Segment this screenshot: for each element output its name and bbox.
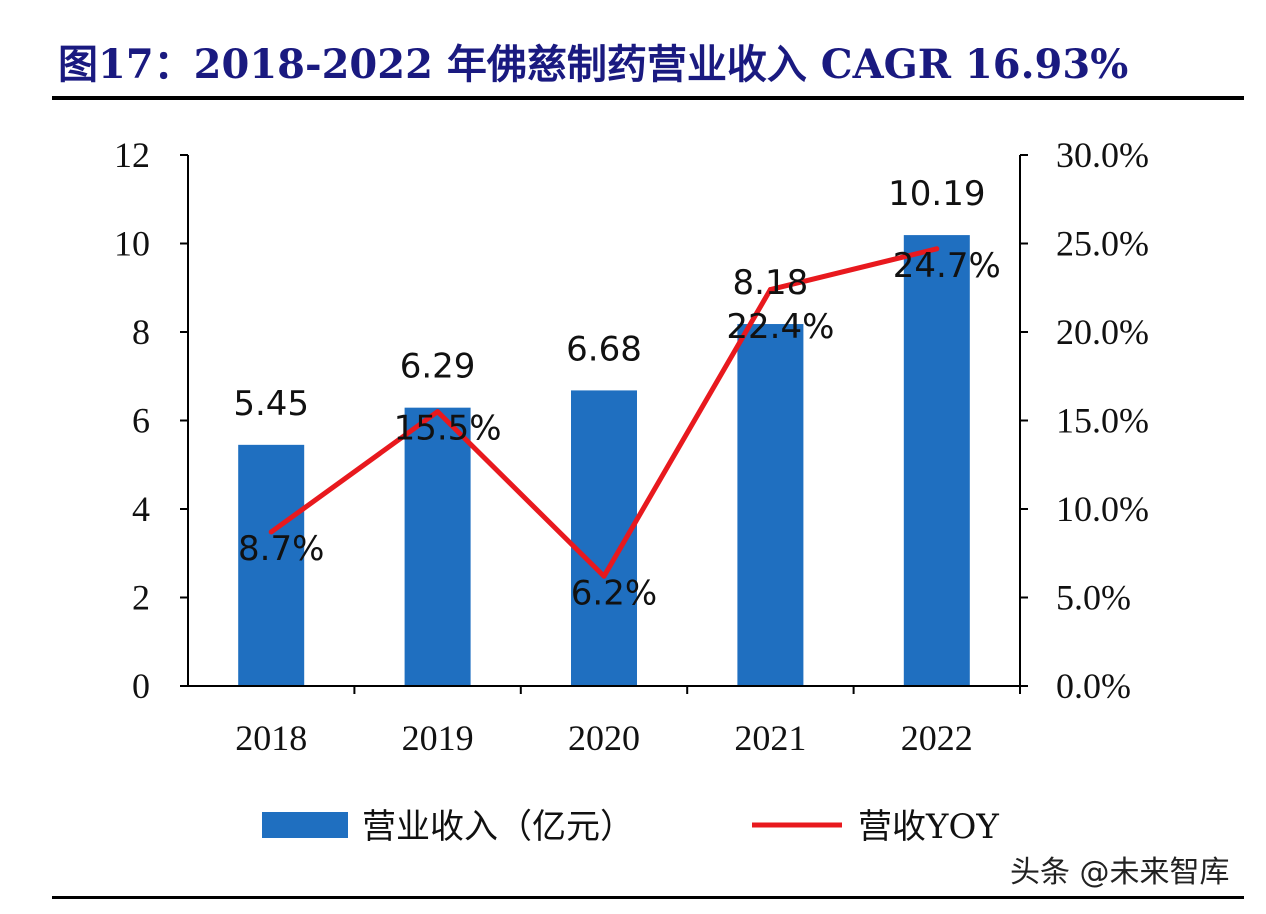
yoy-data-label: 6.2% [571, 573, 657, 613]
left-tick-label: 6 [132, 401, 150, 441]
left-tick-label: 8 [132, 312, 150, 352]
x-tick-label: 2022 [901, 718, 973, 758]
right-tick-label: 20.0% [1056, 312, 1149, 352]
bar-data-label: 5.45 [233, 384, 309, 424]
right-tick-label: 25.0% [1056, 224, 1149, 264]
yoy-data-label: 15.5% [394, 409, 502, 449]
title-divider [52, 96, 1244, 100]
bar-2022 [903, 235, 970, 686]
left-tick-label: 4 [132, 489, 150, 529]
left-tick-label: 0 [132, 666, 150, 706]
legend-bar-swatch [262, 812, 348, 838]
x-tick-label: 2018 [235, 718, 307, 758]
legend: 营业收入（亿元） 营收YOY [262, 807, 999, 847]
bar-data-label: 10.19 [888, 174, 985, 214]
yoy-data-label: 22.4% [726, 307, 834, 347]
watermark: 头条 @未来智库 [1010, 855, 1230, 890]
right-tick-label: 10.0% [1056, 489, 1149, 529]
bar-2021 [737, 324, 804, 686]
legend-line-label: 营收YOY [858, 807, 999, 847]
bar-2019 [404, 407, 471, 686]
yoy-point-2020 [601, 573, 607, 579]
right-tick-label: 0.0% [1056, 666, 1131, 706]
yoy-point-2018 [268, 529, 274, 535]
left-tick-label: 12 [114, 135, 150, 175]
yoy-point-2021 [767, 287, 773, 293]
yoy-data-label: 8.7% [238, 529, 324, 569]
bar-data-label: 8.18 [733, 263, 809, 303]
right-tick-label: 15.0% [1056, 401, 1149, 441]
bar-2018 [238, 444, 305, 686]
left-tick-label: 10 [114, 224, 150, 264]
bar-data-label: 6.68 [566, 329, 642, 369]
bottom-divider [52, 896, 1244, 899]
x-tick-label: 2021 [734, 718, 806, 758]
x-tick-label: 2019 [402, 718, 474, 758]
yoy-point-2022 [934, 246, 940, 252]
legend-bar-label: 营业收入（亿元） [362, 807, 634, 847]
left-tick-label: 2 [132, 578, 150, 618]
bar-data-label: 6.29 [400, 347, 476, 387]
yoy-data-label: 24.7% [893, 246, 1001, 286]
right-tick-label: 5.0% [1056, 578, 1131, 618]
x-tick-label: 2020 [568, 718, 640, 758]
right-tick-label: 30.0% [1056, 135, 1149, 175]
chart-title: 图17：2018-2022 年佛慈制药营业收入 CAGR 16.93% [58, 41, 1128, 88]
yoy-point-2019 [435, 409, 441, 415]
